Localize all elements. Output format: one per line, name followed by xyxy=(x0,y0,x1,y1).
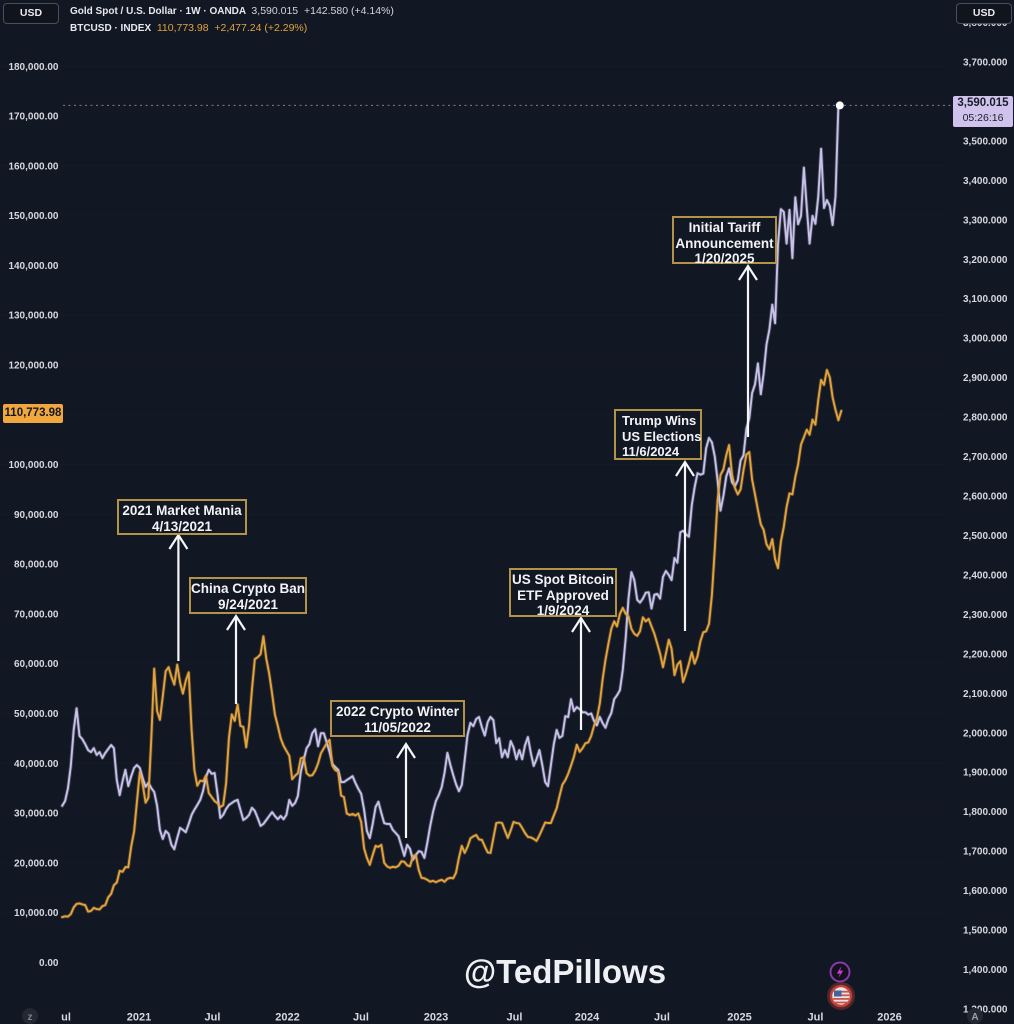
svg-text:160,000.00: 160,000.00 xyxy=(8,161,58,172)
svg-text:2021: 2021 xyxy=(127,1012,151,1024)
svg-text:2,600.000: 2,600.000 xyxy=(963,492,1008,503)
svg-text:90,000.00: 90,000.00 xyxy=(14,510,59,521)
svg-text:60,000.00: 60,000.00 xyxy=(14,659,59,670)
svg-text:1,700.000: 1,700.000 xyxy=(963,847,1008,858)
svg-text:2,000.000: 2,000.000 xyxy=(963,728,1008,739)
svg-text:Jul: Jul xyxy=(808,1012,824,1024)
svg-text:40,000.00: 40,000.00 xyxy=(14,759,59,770)
svg-text:ul: ul xyxy=(61,1012,71,1024)
svg-text:1,300.000: 1,300.000 xyxy=(963,1005,1008,1016)
svg-text:3,400.000: 3,400.000 xyxy=(963,176,1008,187)
svg-text:2026: 2026 xyxy=(877,1012,901,1024)
svg-text:3,700.000: 3,700.000 xyxy=(963,58,1008,69)
svg-text:1,400.000: 1,400.000 xyxy=(963,965,1008,976)
svg-text:3,500.000: 3,500.000 xyxy=(963,136,1008,147)
svg-text:Jul: Jul xyxy=(507,1012,523,1024)
svg-text:170,000.00: 170,000.00 xyxy=(8,112,58,123)
svg-text:Jul: Jul xyxy=(654,1012,670,1024)
svg-text:3,300.000: 3,300.000 xyxy=(963,215,1008,226)
svg-text:3,100.000: 3,100.000 xyxy=(963,294,1008,305)
svg-text:2025: 2025 xyxy=(727,1012,751,1024)
svg-text:1,500.000: 1,500.000 xyxy=(963,926,1008,937)
svg-text:130,000.00: 130,000.00 xyxy=(8,311,58,322)
svg-text:1,900.000: 1,900.000 xyxy=(963,768,1008,779)
svg-text:z: z xyxy=(28,1012,33,1023)
svg-text:50,000.00: 50,000.00 xyxy=(14,709,59,720)
svg-text:2,300.000: 2,300.000 xyxy=(963,610,1008,621)
svg-text:2,100.000: 2,100.000 xyxy=(963,689,1008,700)
svg-text:1,800.000: 1,800.000 xyxy=(963,807,1008,818)
svg-text:0.00: 0.00 xyxy=(39,958,59,969)
svg-text:3,000.000: 3,000.000 xyxy=(963,334,1008,345)
svg-text:2,700.000: 2,700.000 xyxy=(963,452,1008,463)
svg-text:A: A xyxy=(971,1012,978,1023)
svg-text:2023: 2023 xyxy=(424,1012,448,1024)
svg-text:2,500.000: 2,500.000 xyxy=(963,531,1008,542)
svg-text:Jul: Jul xyxy=(353,1012,369,1024)
svg-text:3,200.000: 3,200.000 xyxy=(963,255,1008,266)
svg-text:30,000.00: 30,000.00 xyxy=(14,809,59,820)
svg-text:70,000.00: 70,000.00 xyxy=(14,609,59,620)
svg-text:10,000.00: 10,000.00 xyxy=(14,908,59,919)
svg-text:2,400.000: 2,400.000 xyxy=(963,571,1008,582)
svg-text:140,000.00: 140,000.00 xyxy=(8,261,58,272)
svg-text:2022: 2022 xyxy=(275,1012,299,1024)
svg-text:2024: 2024 xyxy=(575,1012,600,1024)
svg-text:180,000.00: 180,000.00 xyxy=(8,62,58,73)
svg-text:100,000.00: 100,000.00 xyxy=(8,460,58,471)
svg-text:2,200.000: 2,200.000 xyxy=(963,649,1008,660)
svg-text:20,000.00: 20,000.00 xyxy=(14,858,59,869)
svg-text:80,000.00: 80,000.00 xyxy=(14,560,59,571)
svg-text:Jul: Jul xyxy=(205,1012,221,1024)
svg-text:150,000.00: 150,000.00 xyxy=(8,211,58,222)
svg-text:2,800.000: 2,800.000 xyxy=(963,413,1008,424)
svg-text:2,900.000: 2,900.000 xyxy=(963,373,1008,384)
svg-text:120,000.00: 120,000.00 xyxy=(8,361,58,372)
svg-text:1,600.000: 1,600.000 xyxy=(963,886,1008,897)
